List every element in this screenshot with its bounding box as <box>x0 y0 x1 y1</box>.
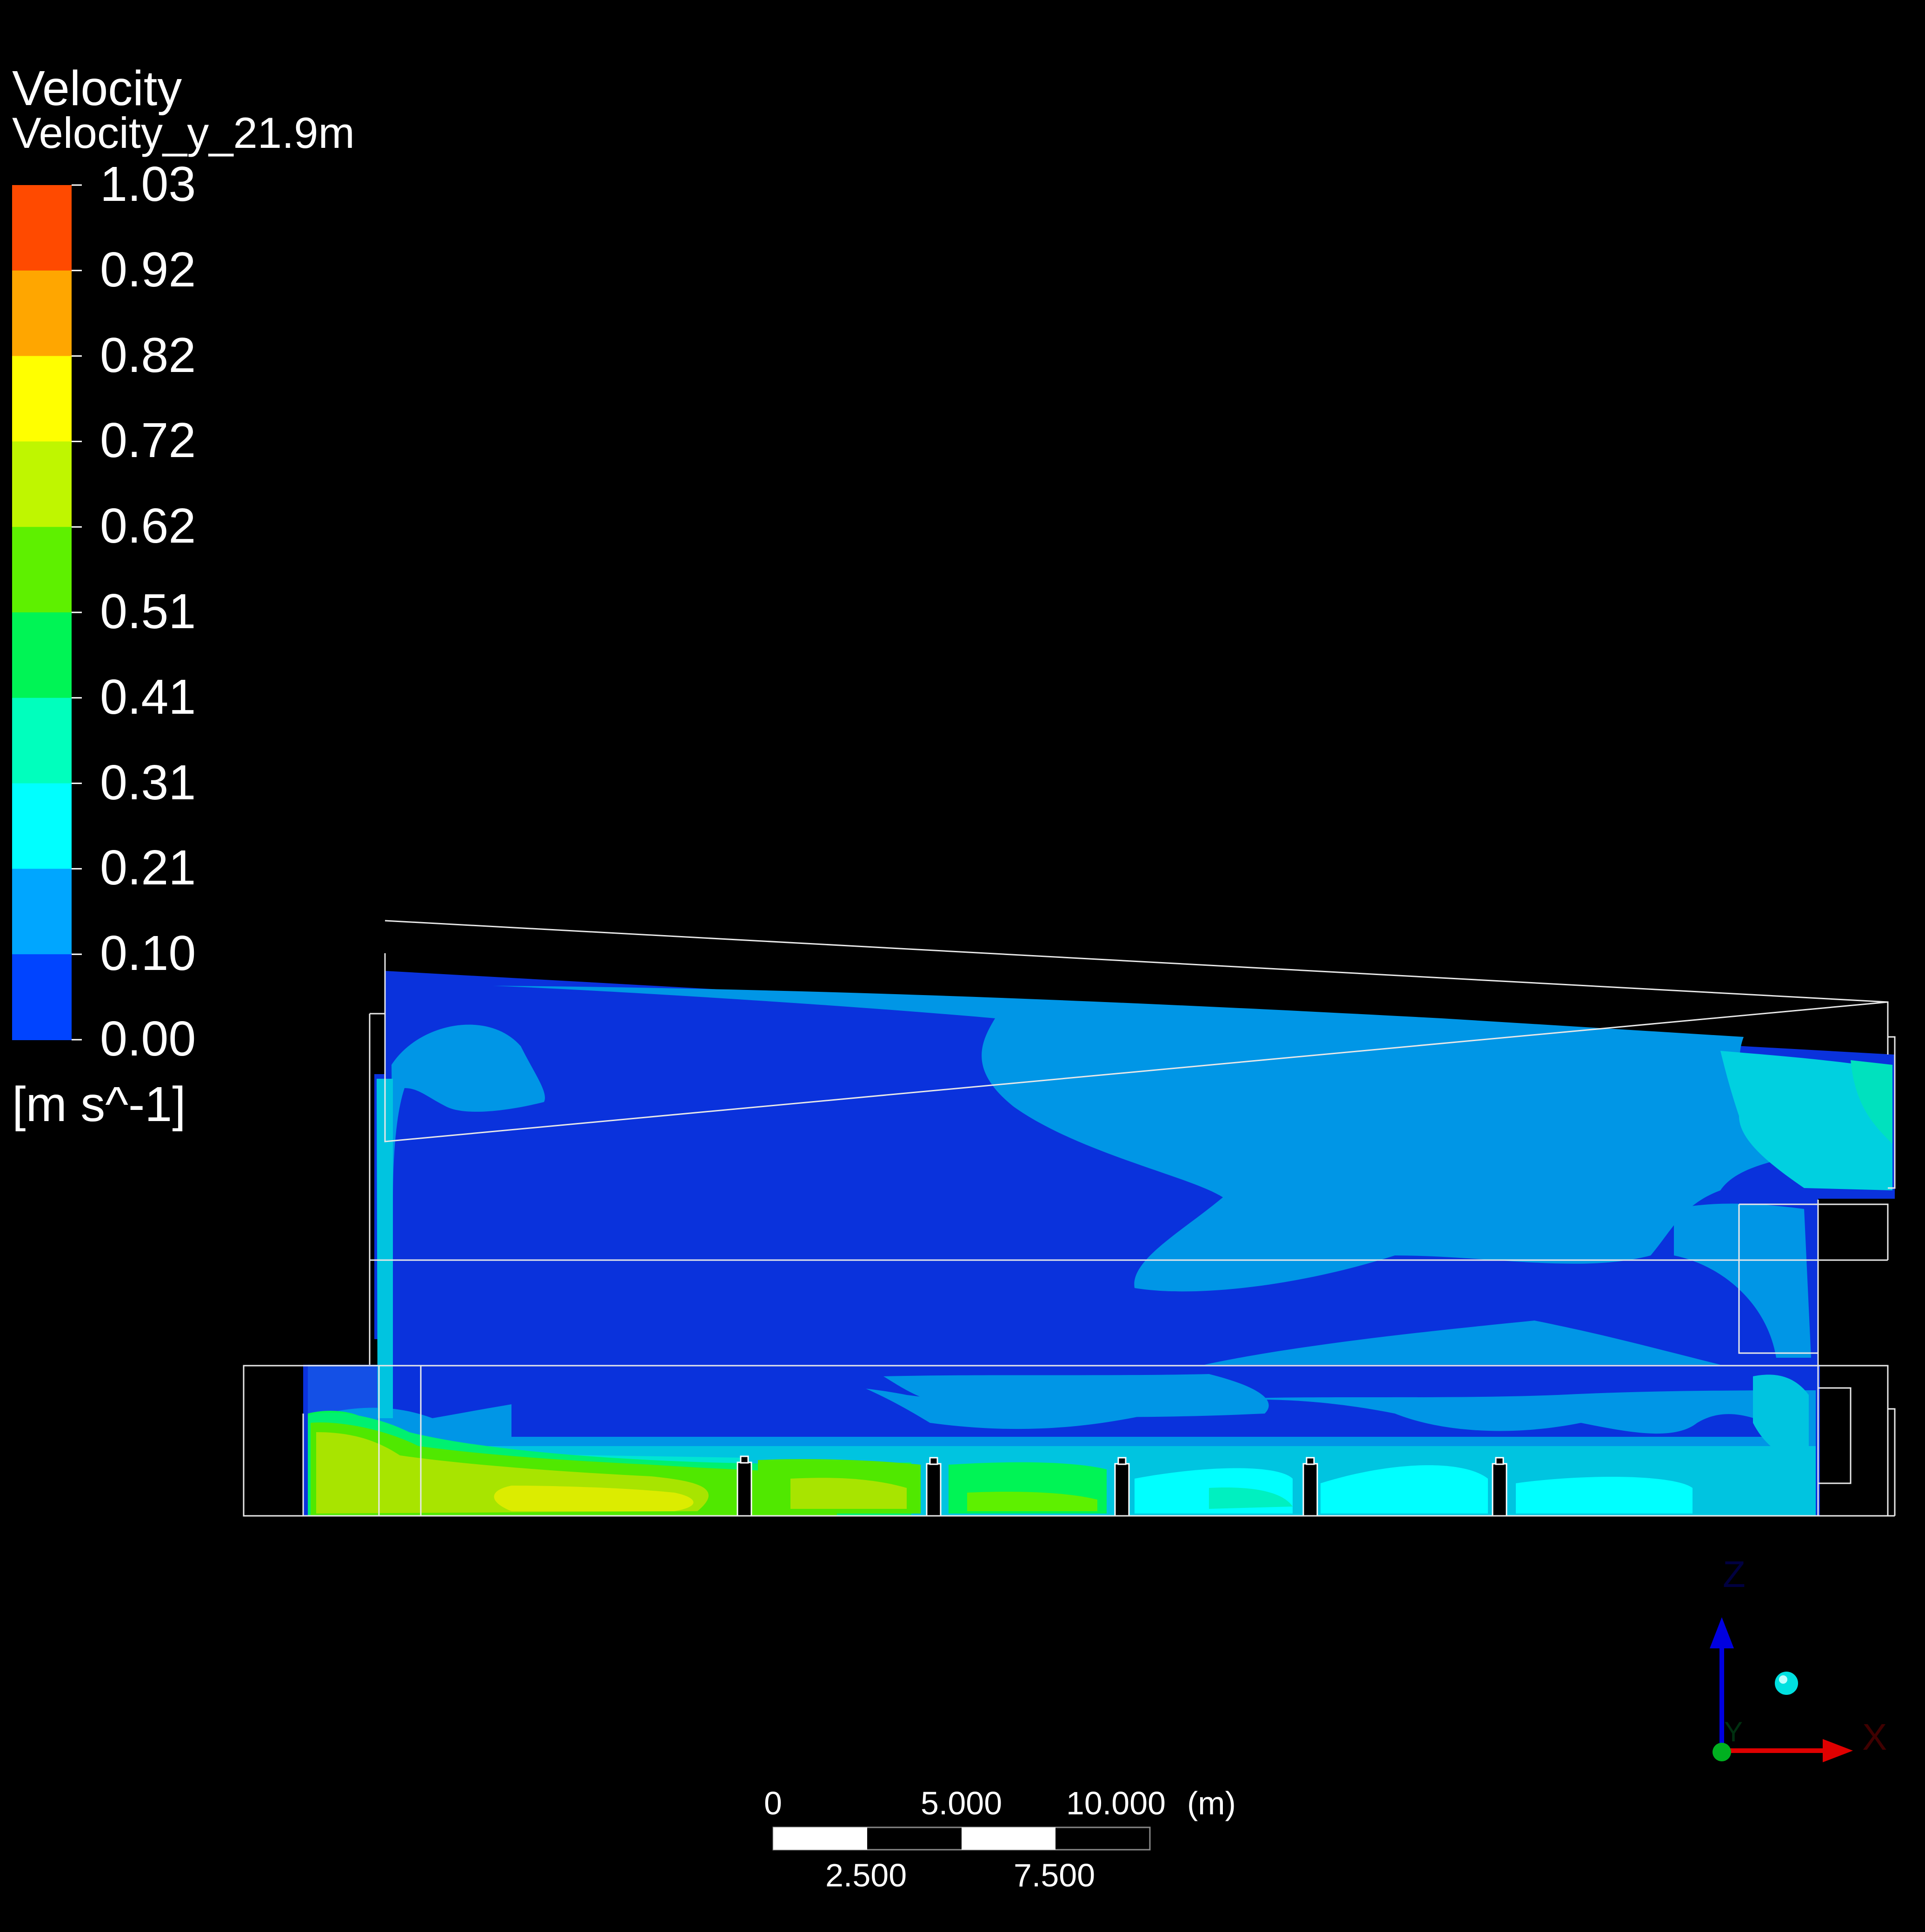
legend-color-band <box>12 783 72 870</box>
legend-tick-label: 0.21 <box>100 840 196 896</box>
legend-color-band <box>12 527 72 613</box>
axis-triad <box>1710 1617 1853 1762</box>
scale-label-5000: 5.000 <box>921 1785 1002 1821</box>
scale-label-2500: 2.500 <box>825 1857 907 1893</box>
triad-y-label: Y <box>1724 1716 1743 1747</box>
legend-tick-label: 0.82 <box>100 327 196 383</box>
legend-tick-label: 0.72 <box>100 413 196 468</box>
legend-color-bar <box>12 184 82 1041</box>
legend-tick-label: 0.41 <box>100 669 196 724</box>
legend-color-band <box>12 185 72 271</box>
scale-bar-segment <box>962 1827 1055 1850</box>
legend-units: [m s^-1] <box>12 1077 186 1132</box>
column-3 <box>1114 1463 1130 1517</box>
view-sphere-icon <box>1775 1672 1798 1695</box>
velocity-contour-field <box>303 971 1895 1516</box>
legend-color-band <box>12 697 72 784</box>
x-arrow-icon <box>1823 1739 1853 1762</box>
legend-tick-label: 1.03 <box>100 157 196 212</box>
column-2 <box>926 1463 942 1517</box>
triad-x-label: X <box>1862 1716 1887 1758</box>
triad-z-label: Z <box>1723 1554 1746 1595</box>
legend-color-band <box>12 869 72 955</box>
legend-subtitle: Velocity_y_21.9m <box>12 108 355 157</box>
building-outline <box>243 920 1896 1517</box>
legend-title: Velocity <box>12 61 182 116</box>
legend-color-band <box>12 270 72 357</box>
column-1 <box>737 1461 752 1517</box>
column-5 <box>1492 1463 1507 1517</box>
legend-color-band <box>12 441 72 528</box>
scale-unit: (m) <box>1187 1785 1236 1821</box>
scale-bar <box>772 1826 1151 1851</box>
contour-region-0-82 <box>494 1486 694 1511</box>
contour-region-0-10 <box>493 986 1830 1292</box>
legend-color-band <box>12 954 72 1040</box>
y-axis-origin-icon <box>1713 1743 1731 1761</box>
columns <box>737 1455 1507 1517</box>
legend-tick-label: 0.31 <box>100 755 196 810</box>
scale-label-0: 0 <box>764 1785 782 1821</box>
column-4 <box>1302 1463 1318 1517</box>
scale-label-7500: 7.500 <box>1014 1857 1095 1893</box>
scale-label-10000: 10.000 <box>1066 1785 1166 1821</box>
legend-color-band <box>12 356 72 442</box>
legend-tick-label: 0.00 <box>100 1011 196 1066</box>
z-arrow-icon <box>1710 1617 1734 1648</box>
legend-tick-label: 0.51 <box>100 584 196 639</box>
legend-tick-label: 0.10 <box>100 926 196 981</box>
legend-tick-label: 0.62 <box>100 498 196 554</box>
legend-color-band <box>12 612 72 698</box>
legend-tick-label: 0.92 <box>100 242 196 297</box>
scale-bar-segment <box>773 1827 867 1850</box>
